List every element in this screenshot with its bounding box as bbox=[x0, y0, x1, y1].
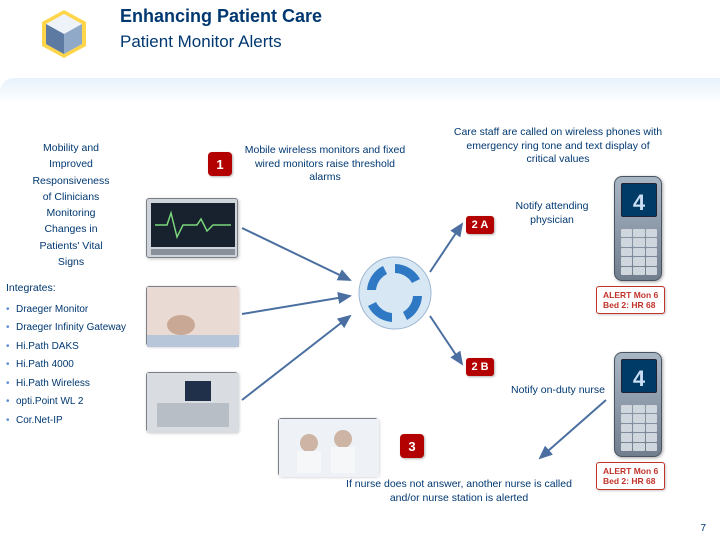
alert-callout-upper: ALERT Mon 6 Bed 2: HR 68 bbox=[596, 286, 665, 314]
alert-line-1: ALERT Mon 6 bbox=[603, 466, 658, 476]
alert-line-2: Bed 2: HR 68 bbox=[603, 300, 658, 310]
connector-arrows bbox=[0, 0, 720, 540]
phone-display-number: 4 bbox=[622, 190, 656, 216]
page-number: 7 bbox=[700, 523, 706, 534]
phone-upper: 4 bbox=[614, 176, 662, 281]
phone-keypad bbox=[621, 229, 657, 275]
alert-line-1: ALERT Mon 6 bbox=[603, 290, 658, 300]
phone-keypad bbox=[621, 405, 657, 451]
alert-callout-lower: ALERT Mon 6 Bed 2: HR 68 bbox=[596, 462, 665, 490]
alert-line-2: Bed 2: HR 68 bbox=[603, 476, 658, 486]
phone-display-number: 4 bbox=[622, 366, 656, 392]
phone-lower: 4 bbox=[614, 352, 662, 457]
